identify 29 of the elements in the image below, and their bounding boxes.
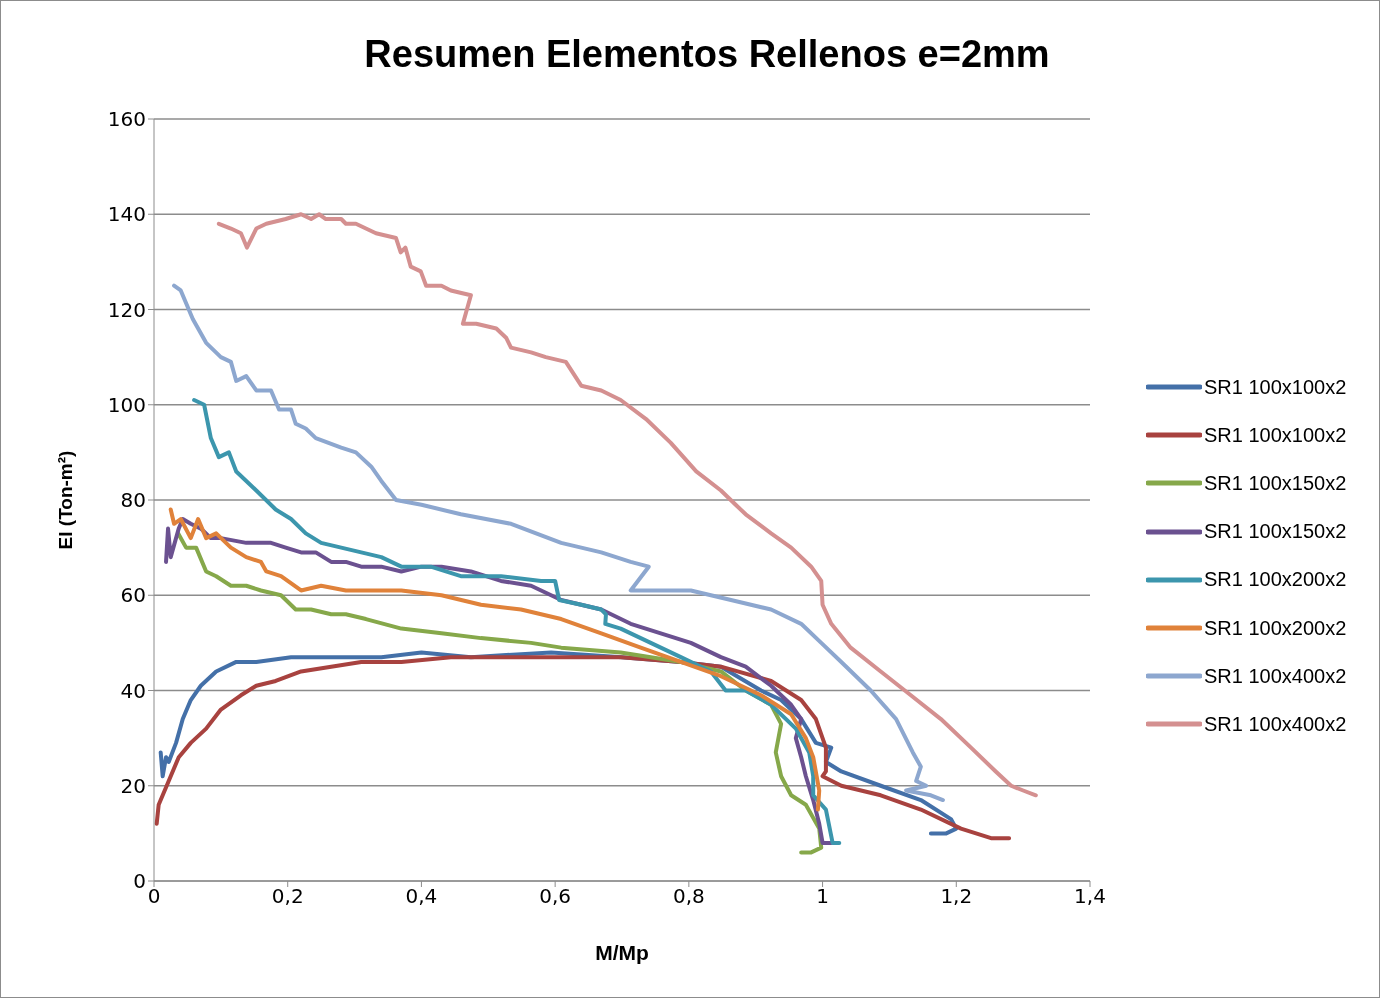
x-tick-label: 1 — [816, 884, 829, 909]
y-tick-label: 140 — [107, 202, 146, 227]
line-series — [172, 283, 945, 803]
legend-label: SR1 100x400x2 — [1204, 712, 1347, 736]
y-tick-label: 60 — [120, 583, 146, 608]
x-tick-label: 0,8 — [672, 884, 705, 909]
legend-label: SR1 100x100x2 — [1204, 423, 1347, 447]
y-tick-label: 40 — [120, 678, 146, 703]
x-tick-label: 0,4 — [405, 884, 438, 909]
legend-label: SR1 100x200x2 — [1204, 616, 1347, 640]
line-series — [216, 212, 1038, 798]
y-tick-label: 80 — [120, 488, 146, 513]
legend-label: SR1 100x400x2 — [1204, 664, 1347, 688]
line-series — [192, 397, 842, 845]
y-tick-label: 20 — [120, 773, 146, 798]
y-tick-label: 160 — [107, 107, 146, 132]
x-axis-title: M/Mp — [594, 941, 650, 965]
y-tick-label: 100 — [107, 392, 146, 417]
x-tick-label: 0,2 — [271, 884, 304, 909]
y-axis-title: EI (Ton-m²) — [55, 450, 76, 550]
chart-title: Resumen Elementos Rellenos e=2mm — [363, 33, 1051, 76]
legend-label: SR1 100x150x2 — [1204, 471, 1347, 495]
legend-label: SR1 100x150x2 — [1204, 520, 1347, 544]
y-tick-label: 120 — [107, 297, 146, 322]
x-tick-label: 0,6 — [539, 884, 572, 909]
x-tick-label: 1,2 — [940, 884, 973, 909]
legend-label: SR1 100x200x2 — [1204, 568, 1347, 592]
x-tick-label: 1,4 — [1074, 884, 1106, 909]
legend-label: SR1 100x100x2 — [1204, 375, 1347, 399]
